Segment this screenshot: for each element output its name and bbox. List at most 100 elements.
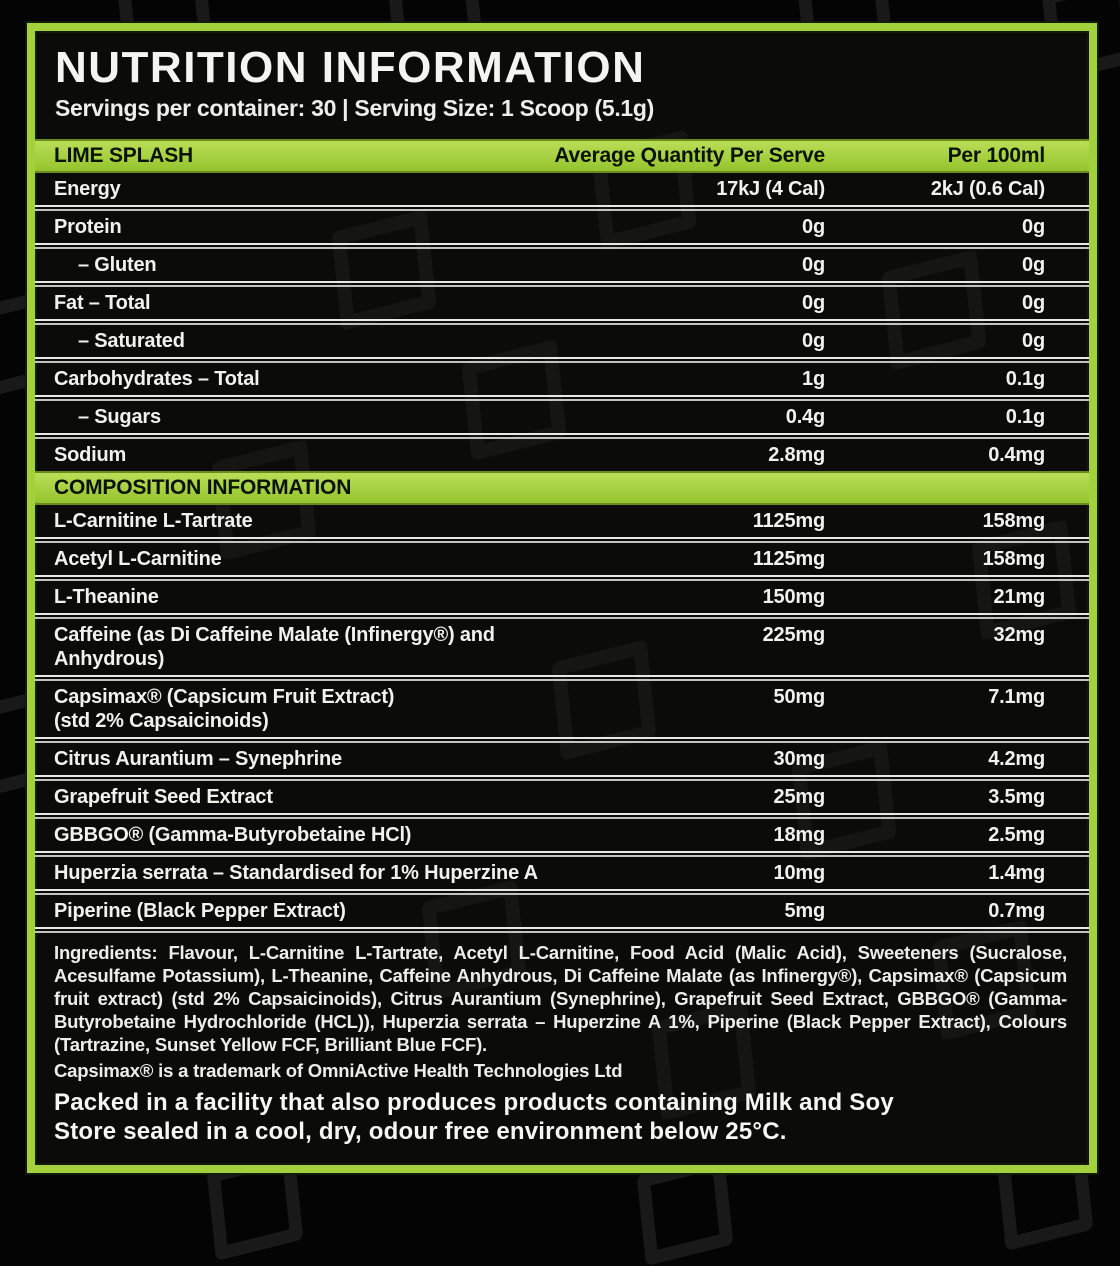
row-separator xyxy=(35,537,1089,544)
table-row: L-Theanine 150mg 21mg xyxy=(35,581,1089,613)
row-value-per-100ml: 0.1g xyxy=(1005,406,1045,429)
table-row: Grapefruit Seed Extract 25mg 3.5mg xyxy=(35,781,1089,813)
composition-header-bar: COMPOSITION INFORMATION xyxy=(35,471,1089,506)
row-label: Sodium xyxy=(54,444,127,467)
row-value-per-serve: 10mg xyxy=(773,862,826,885)
table-row: Capsimax® (Capsicum Fruit Extract) (std … xyxy=(35,681,1089,737)
table-row: GBBGO® (Gamma-Butyrobetaine HCl) 18mg 2.… xyxy=(35,819,1089,851)
row-value-per-serve: 0g xyxy=(802,292,825,315)
row-value-per-serve: 50mg xyxy=(773,686,826,709)
page-title: NUTRITION INFORMATION xyxy=(55,43,646,92)
table-row: Caffeine (as Di Caffeine Malate (Infiner… xyxy=(35,619,1089,675)
row-value-per-100ml: 158mg xyxy=(982,510,1046,533)
row-value-per-100ml: 0g xyxy=(1022,254,1045,277)
row-separator xyxy=(35,851,1089,858)
row-label: Caffeine (as Di Caffeine Malate (Infiner… xyxy=(54,624,495,671)
row-label: L-Theanine xyxy=(54,586,159,609)
row-label: Fat – Total xyxy=(54,292,151,315)
row-separator xyxy=(35,775,1089,782)
table-row: Protein 0g 0g xyxy=(35,211,1089,243)
row-value-per-serve: 150mg xyxy=(762,586,826,609)
row-separator xyxy=(35,281,1089,288)
storage-line: Store sealed in a cool, dry, odour free … xyxy=(54,1118,787,1146)
row-label: L-Carnitine L-Tartrate xyxy=(54,510,253,533)
row-label: – Gluten xyxy=(78,254,157,277)
table-row: Citrus Aurantium – Synephrine 30mg 4.2mg xyxy=(35,743,1089,775)
nutrition-panel: NUTRITION INFORMATION Servings per conta… xyxy=(27,23,1097,1173)
row-value-per-serve: 1125mg xyxy=(752,510,825,533)
row-separator xyxy=(35,927,1089,934)
row-separator xyxy=(35,575,1089,582)
table-row: Sodium 2.8mg 0.4mg xyxy=(35,439,1089,471)
row-value-per-100ml: 4.2mg xyxy=(988,748,1045,771)
row-value-per-100ml: 0g xyxy=(1022,292,1045,315)
row-label: – Sugars xyxy=(78,406,161,429)
row-label: Huperzia serrata – Standardised for 1% H… xyxy=(54,862,538,885)
row-value-per-serve: 25mg xyxy=(773,786,826,809)
column-header-per-100ml: Per 100ml xyxy=(947,144,1046,168)
row-value-per-100ml: 0.1g xyxy=(1005,368,1045,391)
row-label: – Saturated xyxy=(78,330,185,353)
row-value-per-100ml: 2.5mg xyxy=(988,824,1045,847)
row-value-per-serve: 30mg xyxy=(773,748,826,771)
table-row: Acetyl L-Carnitine 1125mg 158mg xyxy=(35,543,1089,575)
row-value-per-serve: 1125mg xyxy=(752,548,825,571)
column-header-per-serve: Average Quantity Per Serve xyxy=(554,144,825,168)
nutrition-table-header-bar: LIME SPLASH Average Quantity Per Serve P… xyxy=(35,139,1089,174)
servings-line: Servings per container: 30 | Serving Siz… xyxy=(55,95,655,122)
row-value-per-100ml: 0.4mg xyxy=(988,444,1045,467)
ingredients-text: Ingredients: Flavour, L-Carnitine L-Tart… xyxy=(54,942,1067,1056)
row-label: Acetyl L-Carnitine xyxy=(54,548,222,571)
row-value-per-100ml: 32mg xyxy=(993,624,1046,647)
table-row: Energy 17kJ (4 Cal) 2kJ (0.6 Cal) xyxy=(35,173,1089,205)
row-value-per-serve: 2.8mg xyxy=(768,444,825,467)
table-row: – Sugars 0.4g 0.1g xyxy=(35,401,1089,433)
row-value-per-100ml: 1.4mg xyxy=(988,862,1045,885)
row-separator xyxy=(35,675,1089,682)
table-row: Huperzia serrata – Standardised for 1% H… xyxy=(35,857,1089,889)
row-value-per-serve: 0g xyxy=(802,216,825,239)
row-value-per-serve: 225mg xyxy=(762,624,826,647)
row-separator xyxy=(35,613,1089,620)
table-row: – Saturated 0g 0g xyxy=(35,325,1089,357)
table-row: Fat – Total 0g 0g xyxy=(35,287,1089,319)
row-label: Piperine (Black Pepper Extract) xyxy=(54,900,346,923)
nutrition-table: Energy 17kJ (4 Cal) 2kJ (0.6 Cal) Protei… xyxy=(35,173,1089,471)
row-value-per-100ml: 0g xyxy=(1022,216,1045,239)
row-value-per-100ml: 0g xyxy=(1022,330,1045,353)
allergen-line: Packed in a facility that also produces … xyxy=(54,1089,894,1117)
trademark-note: Capsimax® is a trademark of OmniActive H… xyxy=(54,1060,623,1082)
allergen-storage-text: Packed in a facility that also produces … xyxy=(35,1088,1089,1146)
row-value-per-serve: 1g xyxy=(802,368,825,391)
row-separator xyxy=(35,889,1089,896)
row-label: Energy xyxy=(54,178,121,201)
row-separator xyxy=(35,813,1089,820)
row-label: Citrus Aurantium – Synephrine xyxy=(54,748,342,771)
row-separator xyxy=(35,395,1089,402)
row-separator xyxy=(35,243,1089,250)
row-separator xyxy=(35,433,1089,440)
row-label: Grapefruit Seed Extract xyxy=(54,786,273,809)
row-separator xyxy=(35,737,1089,744)
row-value-per-100ml: 0.7mg xyxy=(988,900,1045,923)
row-value-per-100ml: 3.5mg xyxy=(988,786,1045,809)
table-row: Carbohydrates – Total 1g 0.1g xyxy=(35,363,1089,395)
row-label: Carbohydrates – Total xyxy=(54,368,260,391)
flavor-label: LIME SPLASH xyxy=(54,144,193,168)
row-label: Capsimax® (Capsicum Fruit Extract) (std … xyxy=(54,686,395,733)
row-value-per-100ml: 7.1mg xyxy=(988,686,1045,709)
row-separator xyxy=(35,205,1089,212)
row-separator xyxy=(35,319,1089,326)
composition-table: L-Carnitine L-Tartrate 1125mg 158mg Acet… xyxy=(35,505,1089,934)
row-value-per-serve: 17kJ (4 Cal) xyxy=(716,178,825,201)
composition-header-label: COMPOSITION INFORMATION xyxy=(54,476,352,500)
row-value-per-100ml: 158mg xyxy=(982,548,1046,571)
row-value-per-serve: 0g xyxy=(802,330,825,353)
row-value-per-serve: 18mg xyxy=(773,824,826,847)
row-label: GBBGO® (Gamma-Butyrobetaine HCl) xyxy=(54,824,412,847)
row-value-per-serve: 0.4g xyxy=(785,406,825,429)
table-row: – Gluten 0g 0g xyxy=(35,249,1089,281)
row-value-per-100ml: 21mg xyxy=(993,586,1046,609)
table-row: L-Carnitine L-Tartrate 1125mg 158mg xyxy=(35,505,1089,537)
table-row: Piperine (Black Pepper Extract) 5mg 0.7m… xyxy=(35,895,1089,927)
